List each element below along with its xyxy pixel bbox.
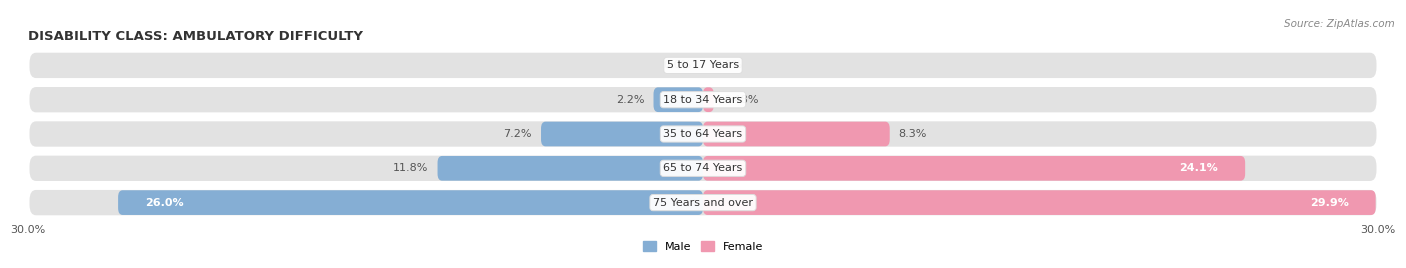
Text: 0.0%: 0.0% bbox=[714, 60, 742, 70]
Text: 18 to 34 Years: 18 to 34 Years bbox=[664, 95, 742, 105]
Text: 75 Years and over: 75 Years and over bbox=[652, 198, 754, 208]
FancyBboxPatch shape bbox=[28, 86, 1378, 114]
FancyBboxPatch shape bbox=[703, 122, 890, 146]
Text: 26.0%: 26.0% bbox=[145, 198, 184, 208]
FancyBboxPatch shape bbox=[703, 190, 1375, 215]
FancyBboxPatch shape bbox=[437, 156, 703, 181]
Text: 24.1%: 24.1% bbox=[1180, 163, 1218, 173]
Text: 5 to 17 Years: 5 to 17 Years bbox=[666, 60, 740, 70]
Text: 7.2%: 7.2% bbox=[503, 129, 531, 139]
Text: DISABILITY CLASS: AMBULATORY DIFFICULTY: DISABILITY CLASS: AMBULATORY DIFFICULTY bbox=[28, 30, 363, 43]
FancyBboxPatch shape bbox=[703, 156, 1246, 181]
FancyBboxPatch shape bbox=[28, 189, 1378, 217]
Text: 35 to 64 Years: 35 to 64 Years bbox=[664, 129, 742, 139]
FancyBboxPatch shape bbox=[28, 154, 1378, 182]
Text: 8.3%: 8.3% bbox=[898, 129, 927, 139]
FancyBboxPatch shape bbox=[703, 87, 714, 112]
Legend: Male, Female: Male, Female bbox=[643, 241, 763, 252]
Text: 11.8%: 11.8% bbox=[394, 163, 429, 173]
Text: 29.9%: 29.9% bbox=[1310, 198, 1348, 208]
Text: Source: ZipAtlas.com: Source: ZipAtlas.com bbox=[1284, 19, 1395, 29]
Text: 65 to 74 Years: 65 to 74 Years bbox=[664, 163, 742, 173]
FancyBboxPatch shape bbox=[654, 87, 703, 112]
Text: 2.2%: 2.2% bbox=[616, 95, 644, 105]
FancyBboxPatch shape bbox=[541, 122, 703, 146]
Text: 0.48%: 0.48% bbox=[723, 95, 758, 105]
Text: 0.0%: 0.0% bbox=[664, 60, 692, 70]
FancyBboxPatch shape bbox=[28, 120, 1378, 148]
FancyBboxPatch shape bbox=[28, 51, 1378, 79]
FancyBboxPatch shape bbox=[118, 190, 703, 215]
